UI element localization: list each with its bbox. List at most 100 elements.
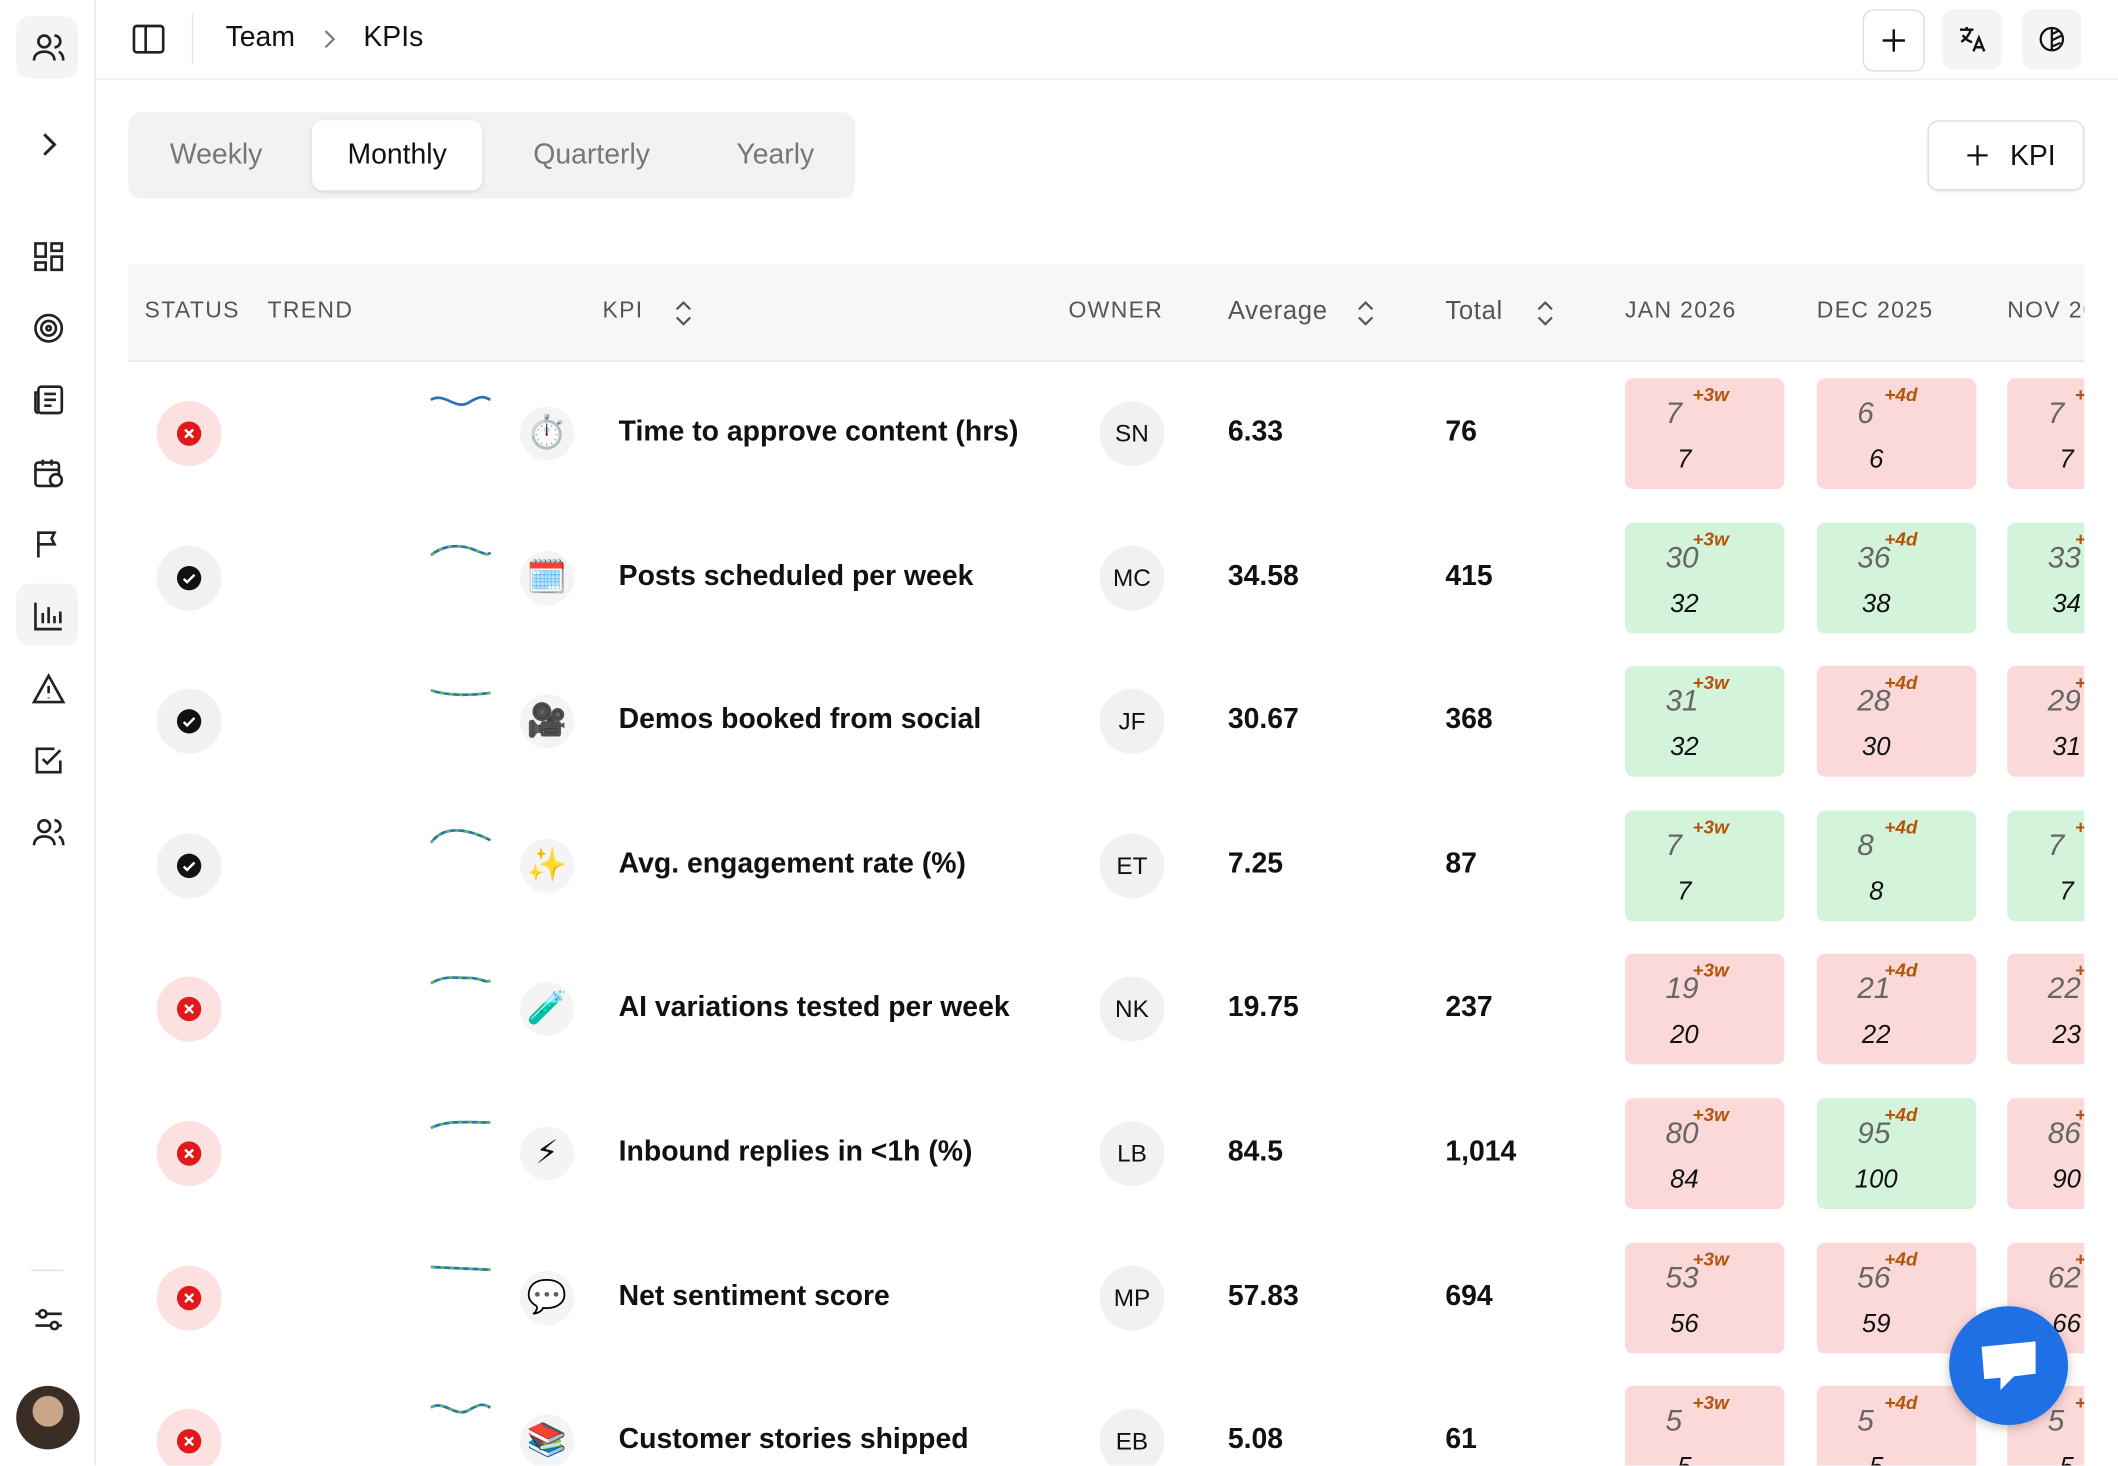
kpi-name[interactable]: Demos booked from social [618,704,982,736]
nav-active [16,583,79,646]
new-button[interactable] [1862,9,1925,72]
period-tab[interactable]: Yearly [736,139,815,171]
check-glyph [182,861,196,872]
column-header[interactable]: Total [1445,297,1503,326]
month-cell[interactable]: 86+90 [2007,1098,2085,1209]
breadcrumb-item[interactable]: Team [225,21,295,53]
kpi-icon: ✨ [520,838,575,893]
kpi-row[interactable]: 💬 Net sentiment score MP 57.83 694 53 +3w 56 56 +… [128,1226,2085,1370]
kpi-row[interactable]: ⏱️ Time to approve content (hrs) SN 6.33 76 7… [128,362,2085,506]
nav-todos[interactable] [31,743,66,778]
sort-icon[interactable] [1355,297,1377,329]
month-top-value: 21 [1857,971,1891,1006]
month-cell[interactable]: 53 +3w 56 [1624,1242,1785,1353]
kpi-name[interactable]: Inbound replies in <1h (%) [618,1135,973,1168]
nav-calendar[interactable] [31,455,66,490]
month-cell[interactable]: 30 +3w 32 [1624,522,1785,633]
owner-avatar[interactable]: ET [1099,833,1165,898]
nav-kpis[interactable] [31,598,66,633]
column-header: JAN 2026 [1624,297,1737,323]
month-bottom-value: 32 [1670,733,1699,763]
sidebar-toggle[interactable] [131,22,166,57]
breadcrumb-item: KPIs [363,21,424,53]
settings[interactable] [31,1302,66,1337]
status-fail-icon [176,997,202,1022]
owner-avatar[interactable]: EB [1099,1409,1165,1466]
owner-avatar[interactable]: JF [1099,689,1165,754]
kpi-row[interactable]: 🗓️ Posts scheduled per week MC 34.58 415 30 +3… [128,506,2085,650]
month-cell[interactable]: 22+23 [2007,954,2085,1065]
month-cell[interactable]: 7 +7 [2007,810,2085,921]
month-bottom-value: 34 [2052,589,2081,619]
month-bottom-value: 22 [1861,1021,1891,1051]
month-cell[interactable]: 80 +3w 84 [1624,1098,1785,1209]
nav-people[interactable] [31,815,66,850]
kpi-average: 19.75 [1227,991,1299,1024]
period-tab[interactable]: Monthly [312,120,483,191]
month-age: +3w [1692,1247,1729,1270]
kpi-total: 61 [1445,1423,1477,1456]
kpi-average: 6.33 [1227,416,1284,448]
month-top-value: 7 [2047,827,2065,862]
translate-button[interactable] [1942,9,2002,69]
month-cell[interactable]: 7 +3w 7 [1624,378,1785,489]
column-header[interactable]: Average [1227,297,1328,326]
month-cell[interactable]: 28 +4d 30 [1816,666,1977,777]
user-avatar[interactable] [16,1385,80,1450]
translate-icon [1959,27,1986,52]
owner-avatar[interactable]: NK [1099,977,1165,1042]
nav-goals[interactable] [31,311,66,346]
month-cell[interactable]: 29+31 [2007,666,2085,777]
expand[interactable] [31,127,66,162]
month-cell[interactable]: 95 +4d 100 [1816,1098,1977,1209]
month-cell[interactable]: 31 +3w 32 [1624,666,1785,777]
add-kpi-button[interactable]: KPI [1927,120,2085,191]
chat-button[interactable] [1949,1306,2069,1426]
kpi-row[interactable]: 🎥 Demos booked from social JF 30.67 368 31 +3w… [128,650,2085,794]
nav-issues[interactable] [31,671,66,706]
owner-avatar[interactable]: MC [1099,545,1165,610]
month-cell[interactable]: 5 +3w 5 [1624,1386,1785,1466]
kpi-row[interactable]: 🧪 AI variations tested per week NK 19.75 237… [128,938,2085,1082]
period-tab[interactable]: Weekly [169,139,263,171]
month-cell[interactable]: 33+34 [2007,522,2085,633]
kpi-name[interactable]: AI variations tested per week [618,991,1010,1024]
month-cell[interactable]: 7 +7 [2007,378,2085,489]
period-tab[interactable]: Quarterly [533,139,650,171]
month-cell[interactable]: 21 +4d 22 [1816,954,1977,1065]
owner-avatar[interactable]: MP [1099,1265,1165,1330]
owner-avatar[interactable]: LB [1099,1121,1165,1186]
column-header[interactable]: KPI [602,297,644,323]
status-pass-icon [176,853,202,878]
kpi-name[interactable]: Customer stories shipped [618,1423,969,1456]
check-glyph [182,717,196,728]
owner-avatar[interactable]: SN [1099,401,1165,467]
plus-icon [1882,29,1905,52]
kpi-name[interactable]: Posts scheduled per week [618,560,974,592]
nav-dashboard[interactable] [31,239,66,274]
nav-news[interactable] [31,382,66,417]
kpi-name[interactable]: Net sentiment score [618,1279,890,1312]
month-cell[interactable]: 36 +4d 38 [1816,522,1977,633]
kpi-total: 76 [1445,416,1477,448]
sort-icon[interactable] [1534,297,1556,329]
kpi-row[interactable]: ⚡ Inbound replies in <1h (%) LB 84.5 1,014 80… [128,1082,2085,1226]
column-header: STATUS [144,297,240,323]
kpi-row[interactable]: 📚 Customer stories shipped EB 5.08 61 5 +3w 5 5 +… [128,1370,2085,1466]
sort-icon[interactable] [673,297,695,329]
kpi-row[interactable]: ✨ Avg. engagement rate (%) ET 7.25 87 7 +3w 7 8 +… [128,794,2085,938]
month-cell[interactable]: 7 +3w 7 [1624,810,1785,921]
nav-flag[interactable] [31,527,66,562]
kpi-name[interactable]: Avg. engagement rate (%) [618,848,966,880]
trend-sparkline [430,1403,491,1414]
month-cell[interactable]: 56 +4d 59 [1816,1242,1977,1353]
month-cell[interactable]: 8 +4d 8 [1816,810,1977,921]
kpi-name[interactable]: Time to approve content (hrs) [618,416,1019,448]
month-cell[interactable]: 6 +4d 6 [1816,378,1977,489]
month-cell[interactable]: 19 +3w 20 [1624,954,1785,1065]
theme-button[interactable] [2022,9,2082,69]
month-cell[interactable]: 5 +4d 5 [1816,1386,1977,1466]
month-top-value: 22 [2047,971,2081,1006]
month-top-value: 30 [1665,539,1699,574]
